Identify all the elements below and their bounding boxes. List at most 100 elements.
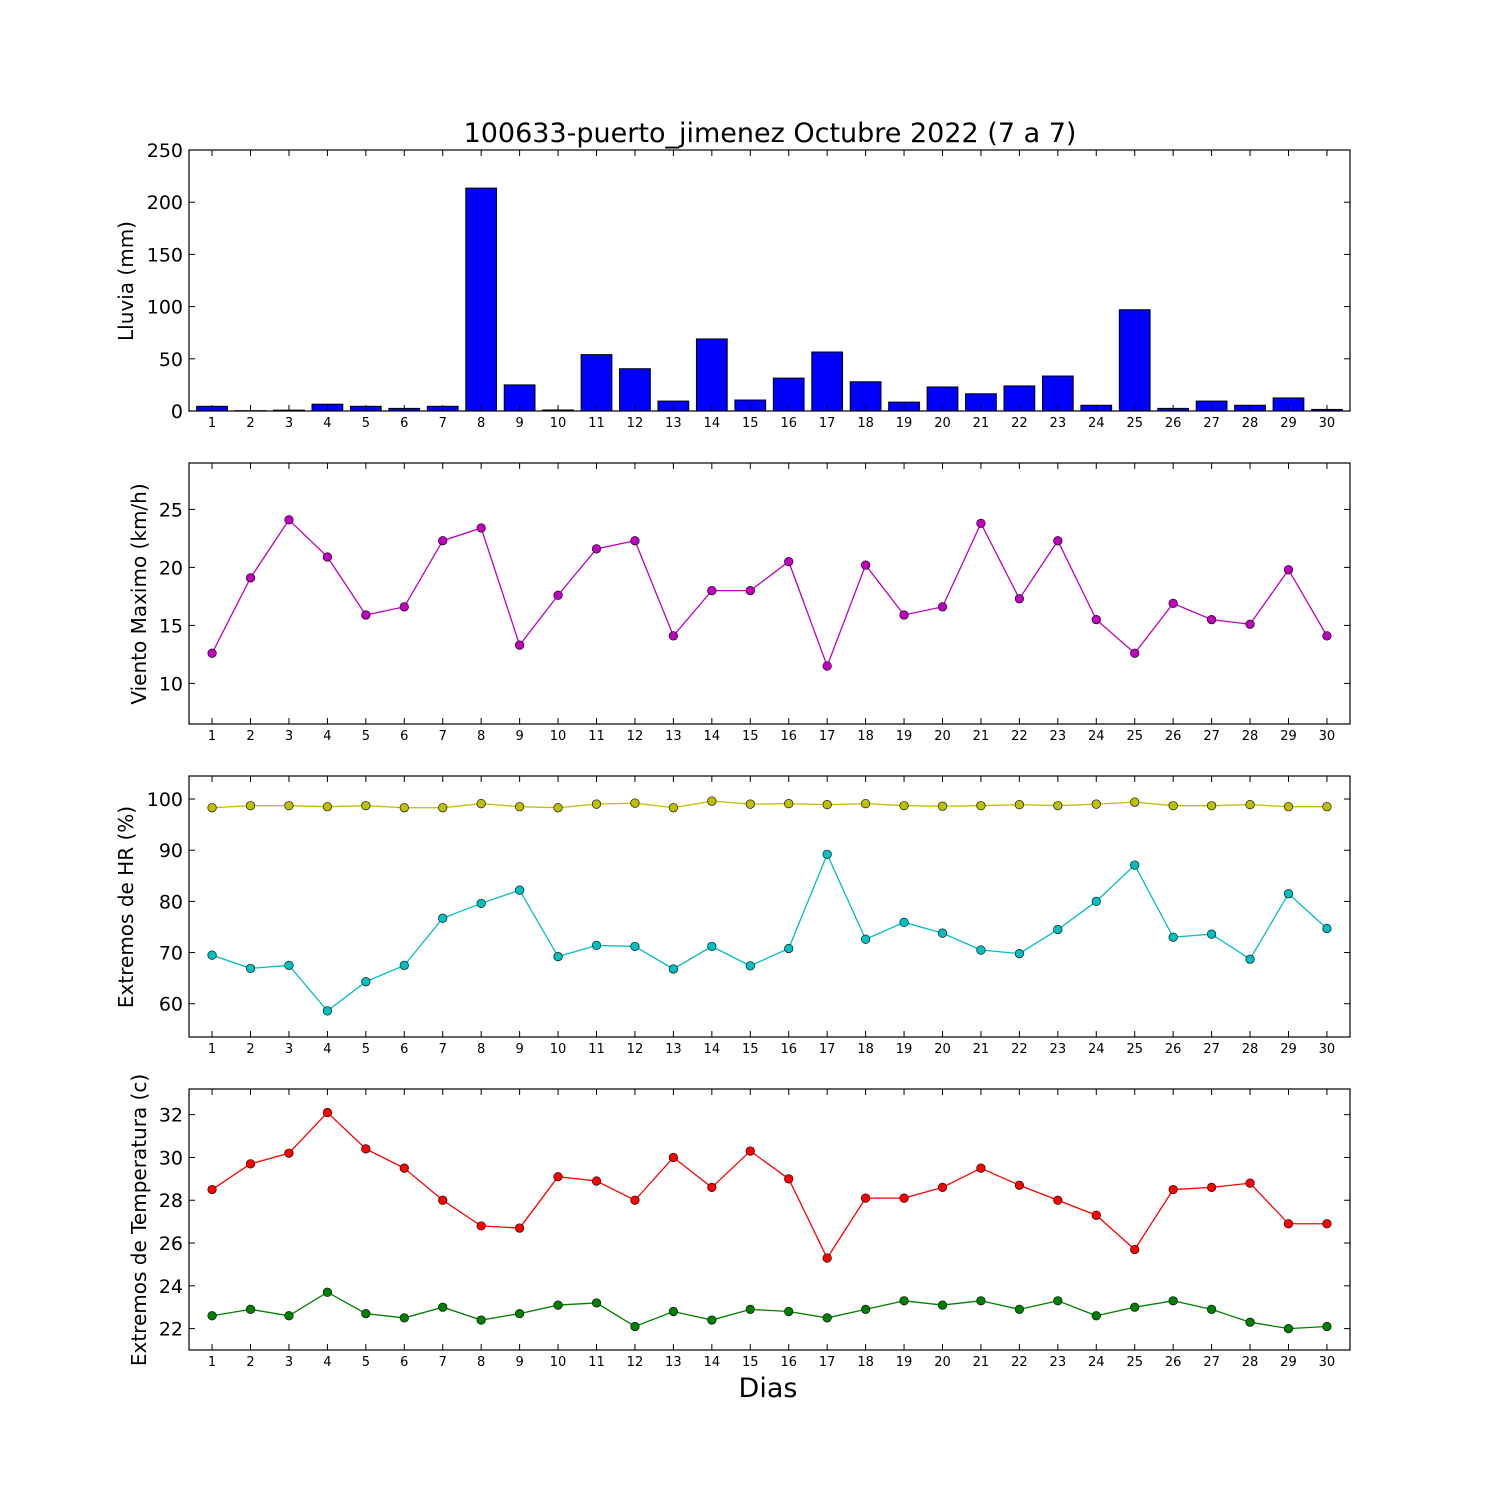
rain-bar — [619, 368, 651, 412]
wind-xtick-label: 2 — [246, 729, 254, 744]
temp-xtick-label: 28 — [1242, 1355, 1259, 1370]
temp-min-point — [1014, 1304, 1024, 1314]
temp-xtick-label: 22 — [1011, 1355, 1028, 1370]
hr-max-point — [784, 799, 794, 809]
hr-xtick-label: 22 — [1011, 1042, 1028, 1057]
temp-max-point — [322, 1107, 333, 1118]
temp-max-point — [1130, 1244, 1140, 1255]
hr-ytick-label: 60 — [159, 994, 183, 1016]
hr-min-point — [515, 885, 525, 895]
wind-xtick-label: 21 — [973, 729, 990, 744]
temp-xtick-label: 19 — [896, 1355, 913, 1370]
rain-xtick-label: 2 — [246, 416, 254, 431]
hr-xtick-label: 1 — [208, 1042, 216, 1057]
hr-xtick-label: 23 — [1050, 1042, 1067, 1057]
wind-ylabel: Viento Maximo (km/h) — [127, 483, 151, 704]
temp-max-point — [899, 1193, 909, 1203]
temp-max-point — [1245, 1178, 1255, 1188]
hr-max-point — [668, 803, 678, 813]
wind-xtick-label: 1 — [208, 729, 216, 744]
wind-axes-frame — [188, 462, 1351, 725]
rain-xtick-label: 21 — [973, 416, 990, 431]
hr-max-point — [1245, 800, 1255, 810]
temp-xtick-label: 6 — [400, 1355, 408, 1370]
temp-max-point — [1168, 1184, 1178, 1195]
hr-min-point — [668, 964, 678, 974]
wind-point — [976, 518, 986, 528]
temp-xtick-label: 4 — [323, 1355, 331, 1370]
hr-xtick-label: 21 — [973, 1042, 990, 1057]
hr-max-point — [322, 802, 333, 812]
wind-xtick-label: 28 — [1242, 729, 1259, 744]
temp-min-point — [861, 1304, 871, 1314]
wind-point — [1014, 594, 1024, 604]
wind-xtick-label: 8 — [477, 729, 485, 744]
temp-max-point — [1283, 1219, 1294, 1229]
rain-xtick-label: 29 — [1280, 416, 1297, 431]
rain-xtick-label: 9 — [515, 416, 523, 431]
temp-min-point — [361, 1309, 371, 1319]
temp-min-point — [745, 1304, 755, 1314]
hr-xtick-label: 3 — [285, 1042, 293, 1057]
wind-xtick-label: 7 — [439, 729, 447, 744]
temp-max-point — [668, 1152, 678, 1163]
hr-min-point — [707, 941, 717, 952]
wind-xtick-label: 29 — [1280, 729, 1297, 744]
hr-min-point — [1168, 932, 1178, 942]
temp-min-point — [937, 1300, 948, 1310]
rain-xtick-label: 22 — [1011, 416, 1028, 431]
temp-xtick-label: 3 — [285, 1355, 293, 1370]
humidity-ylabel: Extremos de HR (%) — [114, 806, 138, 1008]
temp-xtick-label: 20 — [934, 1355, 951, 1370]
hr-max-point — [976, 801, 986, 811]
hr-max-line — [212, 800, 1327, 809]
wind-point — [1322, 631, 1332, 641]
temp-max-point — [1014, 1180, 1024, 1190]
hr-xtick-label: 5 — [362, 1042, 370, 1057]
temp-max-point — [553, 1172, 563, 1182]
hr-min-point — [361, 977, 371, 987]
wind-point — [1091, 614, 1101, 625]
hr-max-point — [1322, 802, 1332, 812]
hr-min-point — [591, 940, 602, 950]
wind-xtick-label: 10 — [550, 729, 567, 744]
temp-max-point — [245, 1159, 256, 1169]
temp-ytick-label: 30 — [159, 1147, 183, 1169]
wind-xtick-label: 22 — [1011, 729, 1028, 744]
rain-ylabel: Lluvia (mm) — [114, 221, 138, 341]
temp-max-point — [399, 1163, 409, 1173]
rain-xtick-label: 15 — [742, 416, 759, 431]
hr-xtick-label: 7 — [439, 1042, 447, 1057]
hr-max-point — [207, 803, 217, 813]
temp-min-point — [976, 1296, 986, 1306]
hr-xtick-label: 4 — [323, 1042, 331, 1057]
hr-min-point — [322, 1006, 333, 1016]
wind-point — [630, 536, 640, 546]
wind-point — [1245, 619, 1255, 629]
rain-xtick-label: 24 — [1088, 416, 1105, 431]
hr-xtick-label: 11 — [588, 1042, 605, 1057]
temp-xtick-label: 15 — [742, 1355, 759, 1370]
temperature-panel: Extremos de Temperatura (c) 222426283032… — [127, 1074, 1351, 1370]
rain-xtick-label: 13 — [665, 416, 682, 431]
hr-xtick-label: 9 — [515, 1042, 523, 1057]
rain-xtick-label: 7 — [439, 416, 447, 431]
hr-max-point — [937, 801, 948, 811]
temperature-ylabel: Extremos de Temperatura (c) — [127, 1074, 151, 1366]
wind-point — [784, 556, 794, 567]
hr-max-point — [553, 803, 563, 813]
temp-xtick-label: 9 — [515, 1355, 523, 1370]
wind-xtick-label: 30 — [1319, 729, 1336, 744]
hr-xtick-label: 13 — [665, 1042, 682, 1057]
temp-min-point — [899, 1296, 909, 1306]
temp-min-line — [211, 1291, 1327, 1330]
hr-min-point — [937, 928, 948, 938]
hr-xtick-label: 10 — [550, 1042, 567, 1057]
temp-min-point — [399, 1313, 409, 1323]
temp-xtick-label: 10 — [550, 1355, 567, 1370]
rain-ytick-label: 200 — [147, 192, 183, 214]
rain-xtick-label: 11 — [588, 416, 605, 431]
